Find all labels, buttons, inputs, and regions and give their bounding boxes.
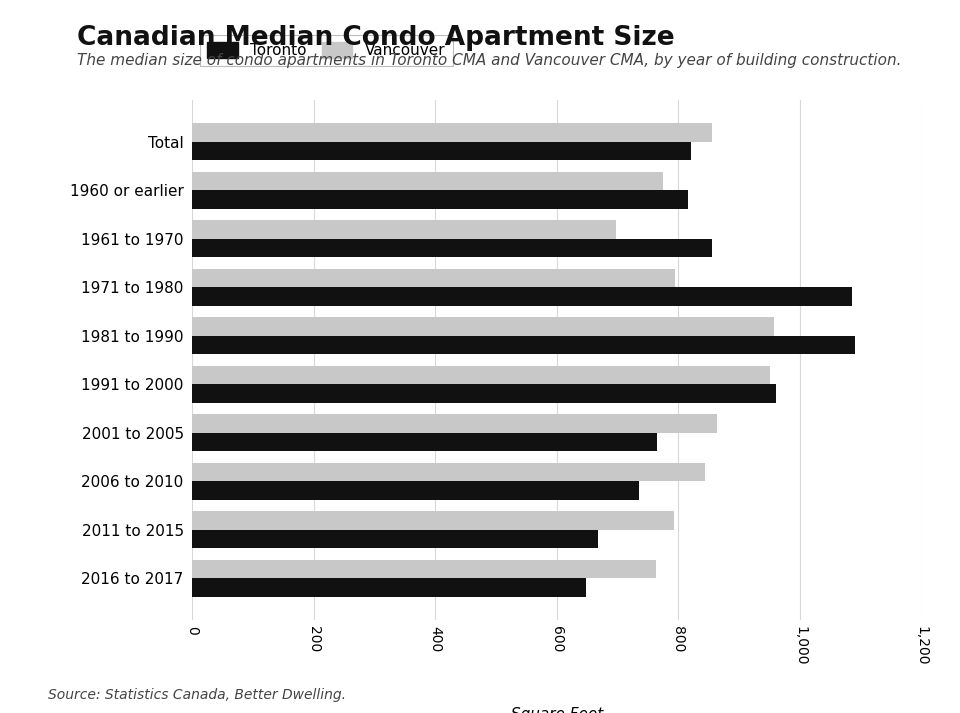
Legend: Toronto, Vancouver: Toronto, Vancouver <box>200 35 453 66</box>
Bar <box>192 414 717 433</box>
Bar <box>192 123 712 142</box>
Bar <box>192 511 674 530</box>
Text: Source: Statistics Canada, Better Dwelling.: Source: Statistics Canada, Better Dwelli… <box>48 688 346 702</box>
Bar <box>192 336 854 354</box>
Bar <box>192 578 586 597</box>
Bar <box>192 560 656 578</box>
Bar <box>192 190 687 209</box>
Text: The median size of condo apartments in Toronto CMA and Vancouver CMA, by year of: The median size of condo apartments in T… <box>77 53 901 68</box>
Bar <box>192 220 616 239</box>
Bar <box>192 463 705 481</box>
Bar <box>192 317 775 336</box>
Bar <box>192 530 598 548</box>
Bar <box>192 287 852 306</box>
Bar <box>192 366 770 384</box>
Bar <box>192 269 676 287</box>
X-axis label: Square Feet: Square Feet <box>511 707 603 713</box>
Bar <box>192 481 639 500</box>
Bar <box>192 239 712 257</box>
Bar <box>192 142 690 160</box>
Bar <box>192 384 776 403</box>
Bar <box>192 433 657 451</box>
Text: Canadian Median Condo Apartment Size: Canadian Median Condo Apartment Size <box>77 25 675 51</box>
Bar <box>192 172 663 190</box>
